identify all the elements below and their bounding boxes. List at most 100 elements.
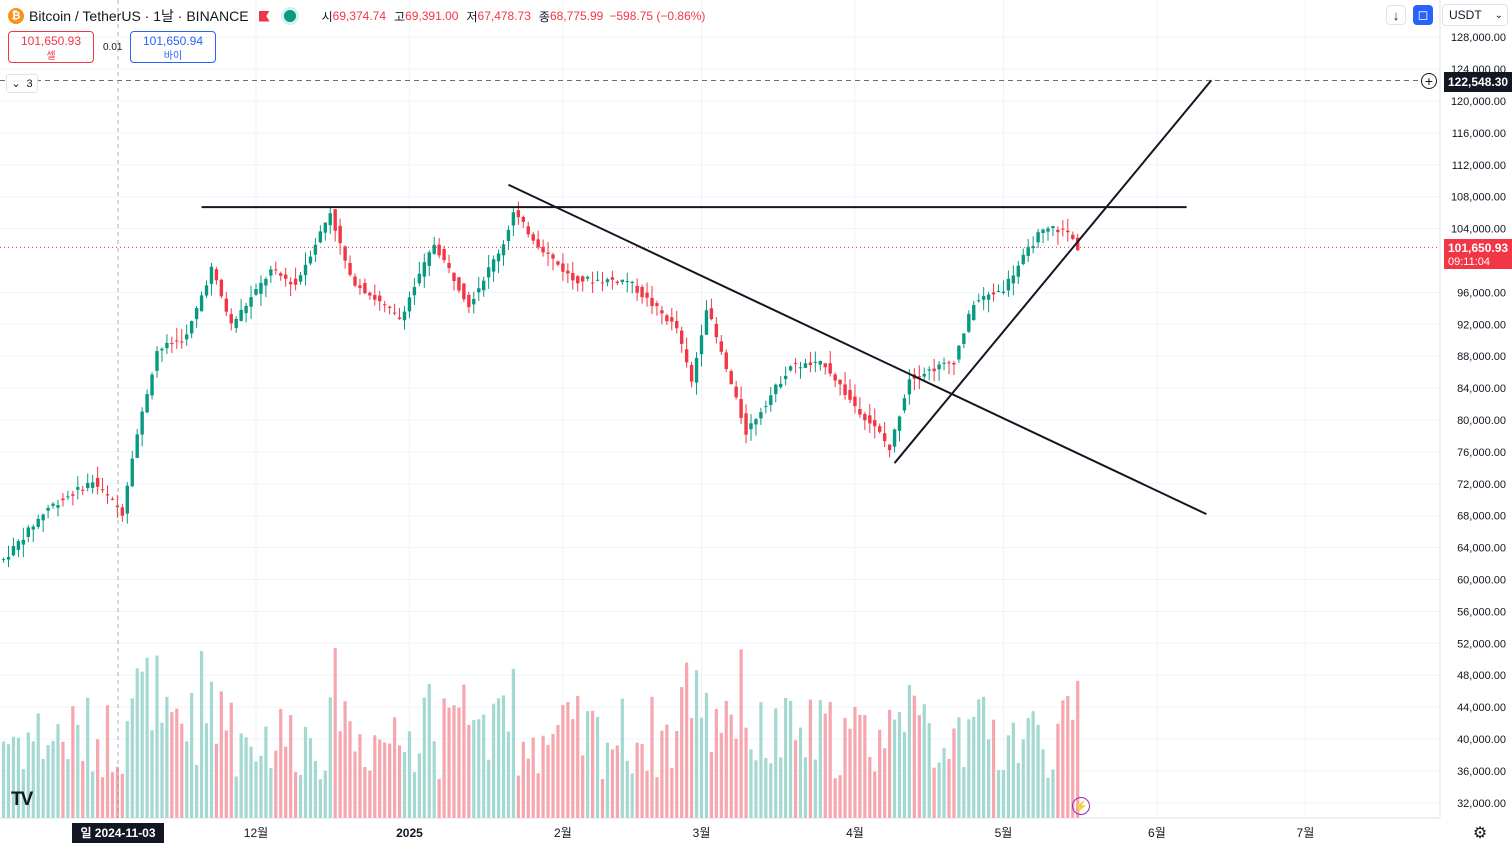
volume-bar	[823, 713, 827, 818]
add-alert-icon[interactable]: +	[1421, 73, 1437, 89]
volume-bar	[556, 724, 560, 818]
time-axis[interactable]: 12월 2025 2월 3월 4월 5월 6월 7월	[244, 826, 1314, 840]
sell-button[interactable]: 101,650.93 셀	[8, 31, 94, 63]
volume-bar	[645, 770, 649, 818]
candle-body	[1041, 229, 1045, 233]
candle-body	[482, 280, 486, 291]
currency-select[interactable]: USDT ⌄	[1442, 4, 1508, 26]
settings-gear-icon[interactable]: ⚙	[1472, 825, 1488, 842]
sync-icon[interactable]: ◻	[1413, 5, 1433, 25]
grid	[0, 0, 1440, 818]
volume-bar	[699, 717, 704, 818]
candle-body	[981, 296, 986, 300]
candle-body	[531, 234, 535, 241]
volume-bar	[967, 719, 971, 818]
volume-bar	[353, 751, 357, 818]
volume-bar	[1011, 722, 1015, 818]
volume-bar	[254, 761, 258, 818]
candle-body	[813, 361, 818, 363]
price-tick-label: 56,000.00	[1457, 606, 1506, 618]
lightning-icon[interactable]: ⚡	[1072, 797, 1090, 815]
candle-body	[318, 231, 323, 243]
candle-body	[26, 527, 30, 537]
candle-body	[145, 394, 149, 413]
drawings[interactable]	[0, 79, 1440, 516]
volume-bar	[289, 715, 293, 818]
candle-body	[140, 411, 144, 435]
trend-line[interactable]	[508, 183, 1207, 516]
volume-bar	[81, 760, 85, 818]
price-tick-label: 128,000.00	[1451, 32, 1506, 44]
candle-body	[402, 311, 407, 321]
candle-body	[546, 252, 550, 254]
candle-body	[1006, 278, 1011, 291]
candle-body	[922, 373, 926, 377]
price-tick-label: 120,000.00	[1451, 96, 1506, 108]
trend-line[interactable]	[893, 79, 1213, 464]
candle-body	[932, 368, 936, 372]
volume-bar	[155, 655, 159, 818]
volume-bar	[219, 691, 223, 818]
volume-bar	[397, 745, 402, 818]
volume-bar	[793, 740, 798, 818]
volume-bar	[873, 771, 877, 818]
volume-bar	[620, 698, 624, 818]
volume-bar	[566, 702, 570, 818]
candle-body	[566, 270, 570, 274]
price-axis[interactable]: 32,000.00 36,000.00 40,000.00 44,000.00 48,0…	[1439, 0, 1506, 818]
volume-bar	[996, 769, 1001, 818]
candle-body	[338, 225, 342, 244]
volume-bar	[6, 744, 11, 818]
candle-series	[1, 201, 1080, 568]
volume-bar	[709, 752, 713, 818]
candle-body	[996, 290, 1001, 292]
volume-bar	[447, 707, 451, 818]
spread-value: 0.01	[103, 42, 123, 53]
volume-bar	[46, 745, 50, 818]
flag-icon[interactable]	[258, 10, 270, 22]
candle-body	[477, 288, 481, 293]
volume-bar	[244, 737, 248, 818]
volume-bar	[31, 741, 35, 818]
candle-body	[95, 477, 100, 487]
candle-body	[501, 244, 506, 256]
price-tick-label: 72,000.00	[1457, 479, 1506, 491]
candle-body	[640, 286, 644, 298]
download-icon[interactable]: ↓	[1386, 5, 1406, 25]
volume-bar	[383, 742, 387, 818]
candle-body	[269, 269, 273, 276]
candle-body	[571, 273, 575, 281]
tradingview-logo-icon[interactable]: TV	[11, 789, 33, 810]
volume-bar	[685, 662, 689, 818]
volume-bar	[229, 702, 233, 818]
time-tick-label: 2월	[554, 826, 572, 840]
volume-bar	[71, 706, 75, 818]
candle-body	[952, 362, 956, 365]
volume-bar	[779, 757, 783, 818]
candle-body	[917, 376, 921, 378]
candle-body	[818, 360, 822, 365]
price-tick-label: 64,000.00	[1457, 543, 1506, 555]
volume-bar	[531, 737, 535, 818]
volume-bar	[110, 772, 115, 818]
time-tick-label: 4월	[846, 826, 864, 840]
indicator-toggle[interactable]: ⌄ 3	[6, 74, 38, 93]
candle-body	[729, 371, 733, 385]
volume-bar	[160, 722, 164, 818]
market-status-icon[interactable]	[283, 10, 296, 22]
symbol-title[interactable]: Bitcoin / TetherUS · 1날 · BINANCE	[29, 8, 249, 24]
volume-bar	[358, 734, 362, 818]
volume-bar	[125, 721, 129, 818]
candle-body	[724, 352, 728, 370]
candle-body	[744, 413, 748, 435]
volume-series	[1, 648, 1080, 818]
volume-bar	[769, 763, 773, 818]
candle-body	[41, 514, 45, 521]
candle-body	[576, 276, 580, 284]
candle-body	[51, 503, 55, 506]
buy-button[interactable]: 101,650.94 바이	[130, 31, 216, 63]
price-tick-label: 116,000.00	[1452, 128, 1506, 140]
candle-body	[368, 292, 372, 296]
open-value: 69,374.74	[332, 9, 387, 23]
